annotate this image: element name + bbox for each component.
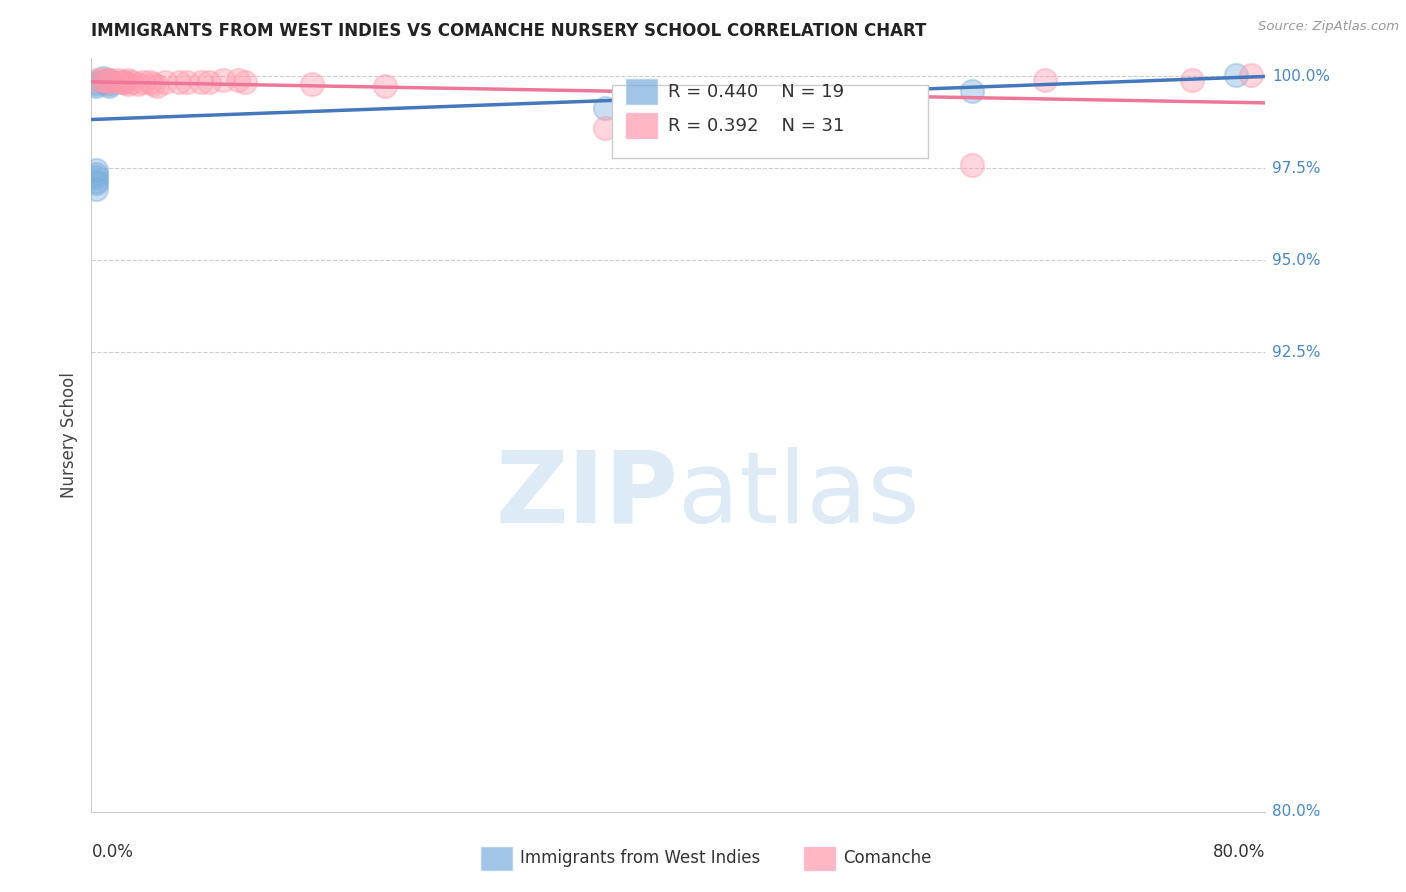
Point xyxy=(98,73,121,87)
Point xyxy=(98,75,121,89)
Point xyxy=(1033,73,1056,87)
Text: ZIP: ZIP xyxy=(495,447,678,543)
Point xyxy=(117,77,139,91)
Point xyxy=(84,77,107,91)
Point xyxy=(84,167,107,181)
Point xyxy=(110,75,132,89)
Text: 95.0%: 95.0% xyxy=(1272,252,1320,268)
Point xyxy=(91,73,114,87)
Point xyxy=(593,101,616,115)
Point xyxy=(1225,68,1247,82)
Point xyxy=(84,181,107,195)
Point xyxy=(84,176,107,190)
Point xyxy=(235,75,257,89)
Point xyxy=(190,75,212,89)
Point xyxy=(84,78,107,93)
Text: Source: ZipAtlas.com: Source: ZipAtlas.com xyxy=(1258,20,1399,33)
Point xyxy=(1181,73,1204,87)
Point xyxy=(91,75,114,89)
Point xyxy=(98,73,121,87)
Text: R = 0.440    N = 19: R = 0.440 N = 19 xyxy=(668,83,844,101)
Y-axis label: Nursery School: Nursery School xyxy=(59,372,77,498)
Text: atlas: atlas xyxy=(678,447,920,543)
Point xyxy=(169,75,191,89)
Point xyxy=(960,84,983,98)
Point xyxy=(84,170,107,185)
Point xyxy=(117,73,139,87)
Point xyxy=(107,73,129,87)
Text: R = 0.392    N = 31: R = 0.392 N = 31 xyxy=(668,117,844,135)
Point xyxy=(374,78,396,93)
Point xyxy=(1240,68,1263,82)
Point xyxy=(91,71,114,86)
Point xyxy=(121,75,143,89)
Point xyxy=(98,75,121,89)
Point xyxy=(112,75,135,89)
Point xyxy=(153,75,176,89)
Point xyxy=(960,158,983,172)
Text: 100.0%: 100.0% xyxy=(1272,69,1330,84)
Text: Immigrants from West Indies: Immigrants from West Indies xyxy=(520,849,761,867)
Point xyxy=(212,73,235,87)
Point xyxy=(132,75,155,89)
Point xyxy=(139,75,162,89)
Text: 80.0%: 80.0% xyxy=(1213,843,1265,861)
Point xyxy=(226,73,249,87)
Point xyxy=(84,73,107,87)
Point xyxy=(146,78,169,93)
Point xyxy=(593,120,616,135)
Point xyxy=(112,75,135,89)
Point xyxy=(197,75,219,89)
Text: 0.0%: 0.0% xyxy=(91,843,134,861)
Point xyxy=(176,75,198,89)
Point xyxy=(98,78,121,93)
Point xyxy=(84,75,107,89)
Text: IMMIGRANTS FROM WEST INDIES VS COMANCHE NURSERY SCHOOL CORRELATION CHART: IMMIGRANTS FROM WEST INDIES VS COMANCHE … xyxy=(91,22,927,40)
Point xyxy=(94,73,117,87)
Point xyxy=(127,77,149,91)
Point xyxy=(84,174,107,188)
Text: 92.5%: 92.5% xyxy=(1272,344,1320,359)
Text: Comanche: Comanche xyxy=(844,849,932,867)
Point xyxy=(98,77,121,91)
Text: 80.0%: 80.0% xyxy=(1272,805,1320,819)
Point xyxy=(301,77,323,91)
Point xyxy=(142,77,165,91)
Text: 97.5%: 97.5% xyxy=(1272,161,1320,176)
Point xyxy=(84,163,107,178)
